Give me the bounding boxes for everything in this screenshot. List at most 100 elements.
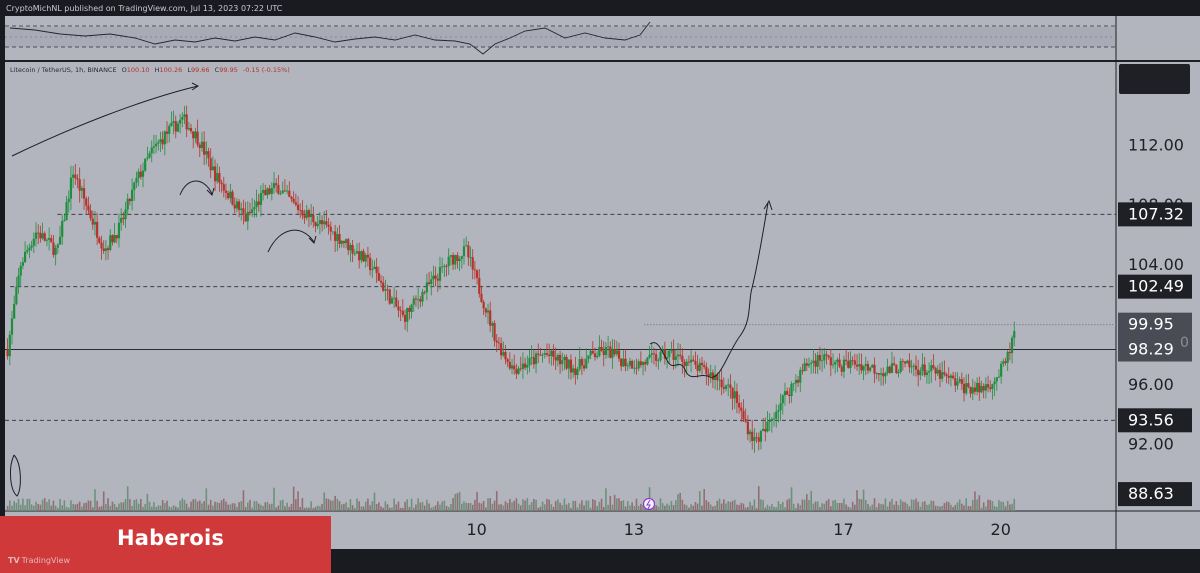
volume-bar xyxy=(286,502,288,511)
volume-bar xyxy=(332,500,334,511)
last-price-dot: 0 xyxy=(1180,335,1189,351)
volume-bar xyxy=(823,503,826,511)
event-marker-icon[interactable] xyxy=(642,497,656,511)
candle-body xyxy=(807,363,811,366)
volume-bar xyxy=(83,503,85,511)
candle-body xyxy=(980,386,983,393)
candle-body xyxy=(484,308,487,313)
volume-bar xyxy=(164,502,166,511)
volume-bar xyxy=(347,507,350,511)
volume-bar xyxy=(111,501,114,511)
candle-body xyxy=(371,269,374,271)
volume-bar xyxy=(378,502,380,511)
volume-bar xyxy=(836,502,839,511)
candle-body xyxy=(991,384,994,390)
candle-body xyxy=(189,127,193,132)
candle-body xyxy=(698,362,701,371)
candle-body xyxy=(766,421,769,432)
volume-bar xyxy=(812,503,815,511)
volume-bar xyxy=(535,499,537,511)
volume-bar xyxy=(557,499,559,511)
candle-body xyxy=(663,349,666,359)
volume-bar xyxy=(461,503,463,511)
candle-body xyxy=(279,193,282,195)
volume-bar xyxy=(703,488,705,511)
candle-body xyxy=(87,205,90,211)
volume-bar xyxy=(921,501,924,511)
volume-bar xyxy=(709,504,712,511)
candle-body xyxy=(130,189,134,202)
volume-bar xyxy=(46,502,48,511)
volume-bar xyxy=(393,498,395,511)
candle-body xyxy=(231,191,234,205)
volume-bar xyxy=(897,504,900,511)
volume-bar xyxy=(718,498,721,511)
candle-body xyxy=(973,387,977,392)
candle-body xyxy=(759,430,763,442)
candle-body xyxy=(982,386,985,391)
candle-body xyxy=(582,365,586,369)
candle-body xyxy=(993,381,996,385)
volume-bar xyxy=(714,505,716,511)
price-tag-label: 107.32 xyxy=(1128,204,1184,223)
candle-body xyxy=(434,275,437,279)
candle-body xyxy=(13,303,16,319)
volume-bar xyxy=(950,504,952,511)
candle-body xyxy=(386,289,389,291)
candle-body xyxy=(163,131,166,145)
candle-body xyxy=(360,251,363,261)
legend-symbol: Litecoin / TetherUS, 1h, BINANCE xyxy=(10,66,117,74)
candle-body xyxy=(855,364,859,367)
candle-body xyxy=(340,240,343,244)
candle-body xyxy=(491,323,494,326)
candle-body xyxy=(61,221,64,237)
volume-bar xyxy=(825,500,828,511)
volume-bar xyxy=(753,499,756,511)
volume-bar xyxy=(928,504,930,511)
candle-body xyxy=(451,255,455,265)
volume-bar xyxy=(878,503,880,511)
volume-bar xyxy=(539,506,542,511)
volume-bar xyxy=(312,507,315,511)
volume-bar xyxy=(572,500,574,511)
volume-bar xyxy=(498,504,500,511)
candle-body xyxy=(141,170,145,177)
candle-body xyxy=(633,367,636,369)
volume-bar xyxy=(742,503,745,511)
candle-body xyxy=(554,357,557,361)
volume-bar xyxy=(144,504,146,511)
volume-bar xyxy=(653,506,655,511)
candle-body xyxy=(722,387,725,389)
candle-body xyxy=(200,141,204,149)
candle-body xyxy=(137,171,140,179)
candle-body xyxy=(211,166,214,171)
volume-bar xyxy=(325,498,328,511)
candle-body xyxy=(954,378,957,386)
candle-body xyxy=(960,379,963,384)
volume-bar xyxy=(849,507,852,511)
candle-body xyxy=(314,222,317,227)
volume-bar xyxy=(205,488,208,511)
volume-bar xyxy=(546,498,548,511)
candle-body xyxy=(596,355,599,358)
volume-bar xyxy=(397,501,400,511)
volume-bar xyxy=(609,495,612,511)
volume-bar xyxy=(705,500,708,511)
candle-body xyxy=(155,143,158,147)
candle-body xyxy=(556,354,559,361)
candle-body xyxy=(910,366,913,368)
candle-body xyxy=(1010,337,1014,354)
candle-body xyxy=(799,370,802,383)
volume-bar xyxy=(567,503,570,511)
y-tick-label: 96.00 xyxy=(1128,375,1174,394)
candle-body xyxy=(410,304,413,312)
candle-body xyxy=(292,198,295,203)
volume-bar xyxy=(96,500,98,511)
volume-bar xyxy=(989,499,992,511)
volume-bar xyxy=(779,504,782,511)
volume-bar xyxy=(406,499,409,511)
volume-bar xyxy=(13,501,15,511)
candle-body xyxy=(52,242,55,255)
volume-bar xyxy=(642,504,644,511)
